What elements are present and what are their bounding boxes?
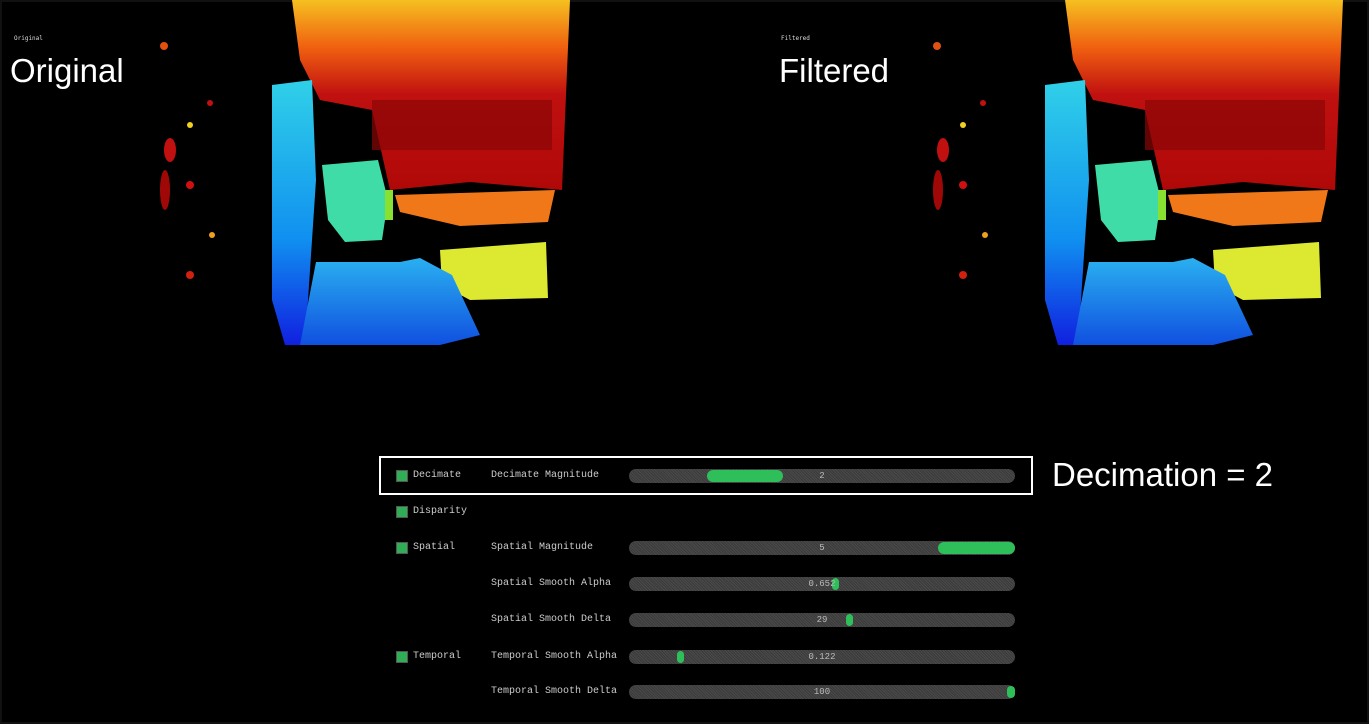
slider-label: Temporal Smooth Alpha bbox=[491, 651, 618, 662]
slider-label: Temporal Smooth Delta bbox=[491, 686, 618, 697]
slider[interactable]: 5 bbox=[629, 541, 1015, 555]
checkbox[interactable] bbox=[396, 651, 408, 663]
original-depth-image bbox=[160, 0, 570, 345]
slider-value: 100 bbox=[813, 687, 831, 697]
highlight-box bbox=[379, 456, 1033, 495]
filtered-depth-image bbox=[933, 0, 1343, 345]
slider-value: 2 bbox=[819, 471, 825, 481]
slider-handle[interactable] bbox=[1007, 686, 1015, 698]
slider-label: Spatial Smooth Delta bbox=[491, 614, 612, 625]
slider-value: 29 bbox=[816, 615, 828, 625]
slider[interactable]: 100 bbox=[629, 685, 1015, 699]
slider-handle[interactable] bbox=[707, 470, 783, 482]
slider[interactable]: 29 bbox=[629, 613, 1015, 627]
slider-label: Spatial Magnitude bbox=[491, 542, 594, 553]
slider-label: Spatial Smooth Alpha bbox=[491, 578, 612, 589]
slider[interactable]: 2 bbox=[629, 469, 1015, 483]
view-title: Original bbox=[10, 52, 124, 89]
checkbox-label: Decimate bbox=[413, 470, 462, 481]
checkbox-label: Temporal bbox=[413, 651, 462, 662]
view-caption: Filtered bbox=[781, 35, 810, 42]
slider-handle[interactable] bbox=[832, 578, 839, 590]
view-title: Filtered bbox=[779, 52, 890, 89]
checkbox[interactable] bbox=[396, 470, 408, 482]
slider[interactable]: 0.652 bbox=[629, 577, 1015, 591]
view-caption: Original bbox=[14, 35, 43, 42]
slider-value: 5 bbox=[819, 543, 825, 553]
slider-handle[interactable] bbox=[938, 542, 1015, 554]
slider-handle[interactable] bbox=[846, 614, 853, 626]
checkbox[interactable] bbox=[396, 542, 408, 554]
slider-label: Decimate Magnitude bbox=[491, 470, 600, 481]
slider-handle[interactable] bbox=[677, 651, 684, 663]
checkbox[interactable] bbox=[396, 506, 408, 518]
annotation: Decimation = 2 bbox=[1052, 456, 1274, 493]
checkbox-label: Spatial bbox=[413, 542, 456, 553]
checkbox-label: Disparity bbox=[413, 506, 468, 517]
slider[interactable]: 0.122 bbox=[629, 650, 1015, 664]
slider-value: 0.652 bbox=[808, 579, 836, 589]
slider-value: 0.122 bbox=[808, 652, 836, 662]
